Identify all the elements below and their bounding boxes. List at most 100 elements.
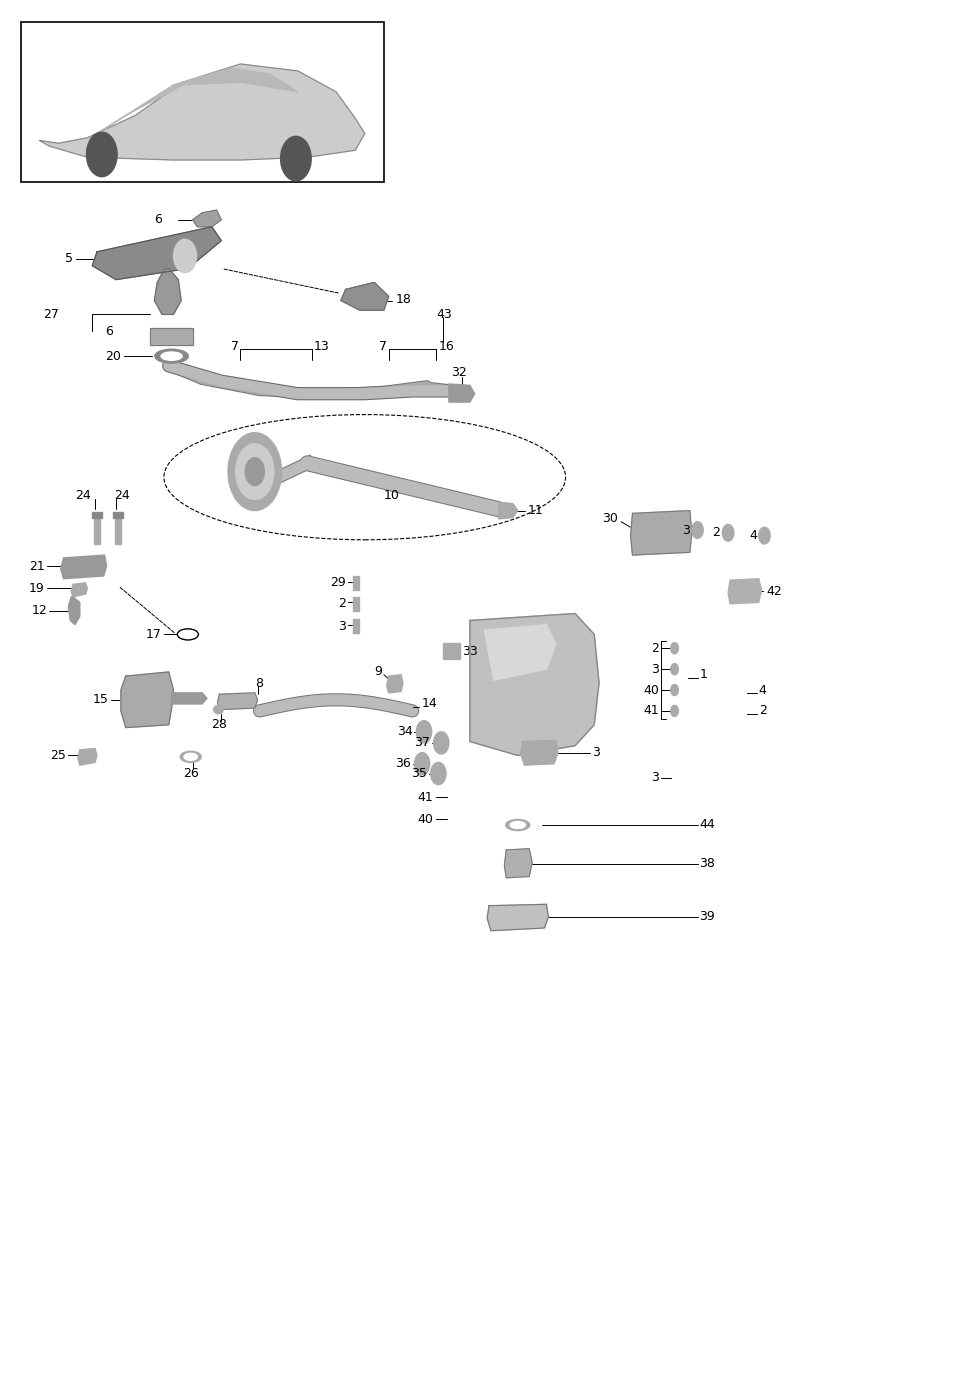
Text: 24: 24	[114, 489, 130, 502]
Circle shape	[759, 527, 770, 544]
Polygon shape	[154, 269, 181, 315]
Text: 13: 13	[315, 340, 330, 353]
Polygon shape	[172, 693, 207, 704]
Polygon shape	[39, 64, 364, 160]
Text: 25: 25	[51, 749, 66, 763]
Ellipse shape	[505, 820, 529, 831]
Text: 14: 14	[422, 697, 438, 711]
Text: 2: 2	[651, 641, 659, 655]
Text: 30: 30	[602, 513, 619, 526]
Polygon shape	[340, 283, 388, 311]
Ellipse shape	[184, 753, 198, 760]
Circle shape	[174, 240, 197, 273]
Text: 26: 26	[183, 767, 199, 781]
Bar	[92, 512, 102, 517]
Circle shape	[691, 521, 703, 538]
Polygon shape	[121, 672, 174, 728]
Text: 1: 1	[699, 668, 708, 682]
Circle shape	[86, 132, 117, 177]
Polygon shape	[470, 613, 599, 756]
Text: 2: 2	[338, 597, 345, 611]
Polygon shape	[631, 510, 691, 555]
Text: 7: 7	[230, 340, 239, 353]
Text: 4: 4	[749, 530, 757, 542]
Text: 10: 10	[384, 489, 400, 502]
Circle shape	[670, 684, 678, 696]
Circle shape	[670, 664, 678, 675]
Text: 2: 2	[713, 527, 720, 539]
Polygon shape	[499, 502, 518, 519]
Text: 6: 6	[154, 213, 162, 226]
Circle shape	[431, 763, 446, 785]
Text: 20: 20	[105, 350, 121, 362]
Text: 40: 40	[643, 683, 659, 697]
Text: 5: 5	[65, 252, 73, 265]
Text: 6: 6	[105, 325, 112, 337]
Text: 4: 4	[759, 683, 766, 697]
Text: 27: 27	[43, 308, 58, 321]
Bar	[353, 597, 359, 611]
Text: 17: 17	[146, 627, 162, 641]
Polygon shape	[218, 693, 258, 710]
Text: 34: 34	[397, 725, 412, 739]
Text: 11: 11	[527, 505, 543, 517]
Polygon shape	[68, 597, 80, 625]
Polygon shape	[487, 905, 549, 931]
Polygon shape	[78, 749, 97, 765]
Text: 12: 12	[32, 604, 47, 618]
Text: 8: 8	[255, 676, 263, 690]
Polygon shape	[71, 583, 87, 597]
Polygon shape	[60, 555, 106, 579]
Ellipse shape	[154, 348, 188, 362]
Text: 38: 38	[699, 857, 715, 870]
FancyBboxPatch shape	[20, 22, 384, 183]
Polygon shape	[728, 579, 761, 604]
Text: 9: 9	[374, 665, 382, 679]
Circle shape	[722, 524, 734, 541]
Bar	[457, 393, 467, 400]
Polygon shape	[386, 675, 403, 693]
Bar	[443, 643, 460, 659]
Ellipse shape	[161, 351, 182, 360]
Text: 2: 2	[759, 704, 766, 718]
Text: 37: 37	[414, 736, 430, 750]
Ellipse shape	[214, 705, 223, 714]
Text: 18: 18	[395, 293, 411, 305]
Text: 41: 41	[418, 790, 433, 804]
Bar	[94, 516, 100, 544]
Text: 29: 29	[330, 577, 345, 590]
Text: 44: 44	[699, 818, 715, 831]
Polygon shape	[92, 227, 222, 280]
Polygon shape	[521, 740, 558, 765]
Text: 16: 16	[438, 340, 455, 353]
Text: 15: 15	[93, 693, 108, 707]
Text: 33: 33	[462, 644, 478, 658]
Text: 24: 24	[76, 489, 91, 502]
Text: 3: 3	[651, 662, 659, 676]
Text: 39: 39	[699, 910, 715, 923]
Bar	[115, 516, 121, 544]
Text: 19: 19	[29, 581, 44, 595]
Text: 32: 32	[451, 367, 466, 379]
Text: 3: 3	[338, 619, 345, 633]
Circle shape	[433, 732, 449, 754]
Text: 21: 21	[29, 560, 44, 573]
Text: 36: 36	[395, 757, 410, 771]
Circle shape	[670, 705, 678, 717]
Text: 43: 43	[436, 308, 453, 321]
Circle shape	[281, 137, 312, 181]
Text: 35: 35	[411, 767, 427, 781]
Bar	[353, 619, 359, 633]
Text: 40: 40	[418, 813, 433, 825]
Polygon shape	[504, 849, 532, 878]
Polygon shape	[484, 625, 556, 680]
Circle shape	[414, 753, 430, 775]
Circle shape	[246, 457, 265, 485]
Polygon shape	[150, 329, 193, 346]
Bar	[113, 512, 123, 517]
Circle shape	[670, 643, 678, 654]
Polygon shape	[97, 68, 298, 134]
Text: 3: 3	[682, 524, 690, 537]
Circle shape	[416, 721, 432, 743]
Text: 3: 3	[593, 746, 600, 760]
